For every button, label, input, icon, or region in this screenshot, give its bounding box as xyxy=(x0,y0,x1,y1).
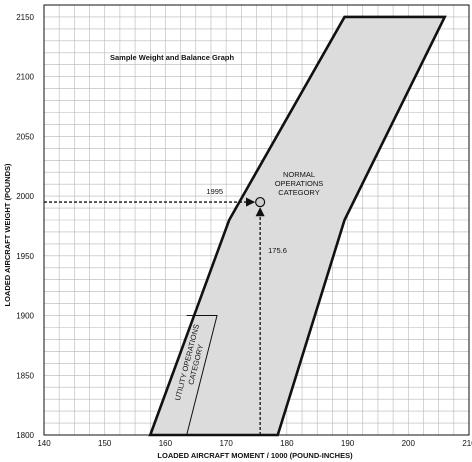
weight-value-label: 1995 xyxy=(206,187,223,196)
x-tick-label: 160 xyxy=(159,439,173,448)
y-tick-label: 1800 xyxy=(16,431,34,440)
x-axis-title: LOADED AIRCRAFT MOMENT / 1000 (POUND-INC… xyxy=(157,451,353,460)
envelope-layer: UTILITY OPERATIONSCATEGORYNORMALOPERATIO… xyxy=(148,15,447,437)
plot-frame xyxy=(43,4,470,436)
y-tick-label: 2050 xyxy=(16,132,34,141)
annotation-layer: 1995 175.6 xyxy=(44,187,287,435)
moment-value-label: 175.6 xyxy=(268,246,287,255)
y-tick-label: 2100 xyxy=(16,73,34,82)
y-axis-title: LOADED AIRCRAFT WEIGHT (POUNDS) xyxy=(3,163,12,307)
y-tick-label: 2000 xyxy=(16,192,34,201)
x-tick-label: 210 xyxy=(462,439,472,448)
x-tick-label: 190 xyxy=(341,439,355,448)
normal-category-label-line: OPERATIONS xyxy=(275,179,324,188)
y-tick-label: 1950 xyxy=(16,252,34,261)
y-tick-label: 2150 xyxy=(16,13,34,22)
x-tick-label: 150 xyxy=(98,439,112,448)
chart-title: Sample Weight and Balance Graph xyxy=(110,53,234,62)
x-tick-label: 200 xyxy=(402,439,416,448)
utility-category-region xyxy=(186,315,218,436)
normal-category-label-line: NORMAL xyxy=(283,170,315,179)
y-tick-label: 1900 xyxy=(16,312,34,321)
x-tick-label: 180 xyxy=(280,439,294,448)
normal-category-label-line: CATEGORY xyxy=(278,188,319,197)
y-tick-label: 1850 xyxy=(16,371,34,380)
x-tick-label: 140 xyxy=(37,439,51,448)
tick-labels: 140 150 160 170 180 190 200 210 1800 1850 1900 1950… xyxy=(16,13,472,448)
loaded-aircraft-point xyxy=(255,196,266,208)
x-tick-label: 170 xyxy=(219,439,233,448)
